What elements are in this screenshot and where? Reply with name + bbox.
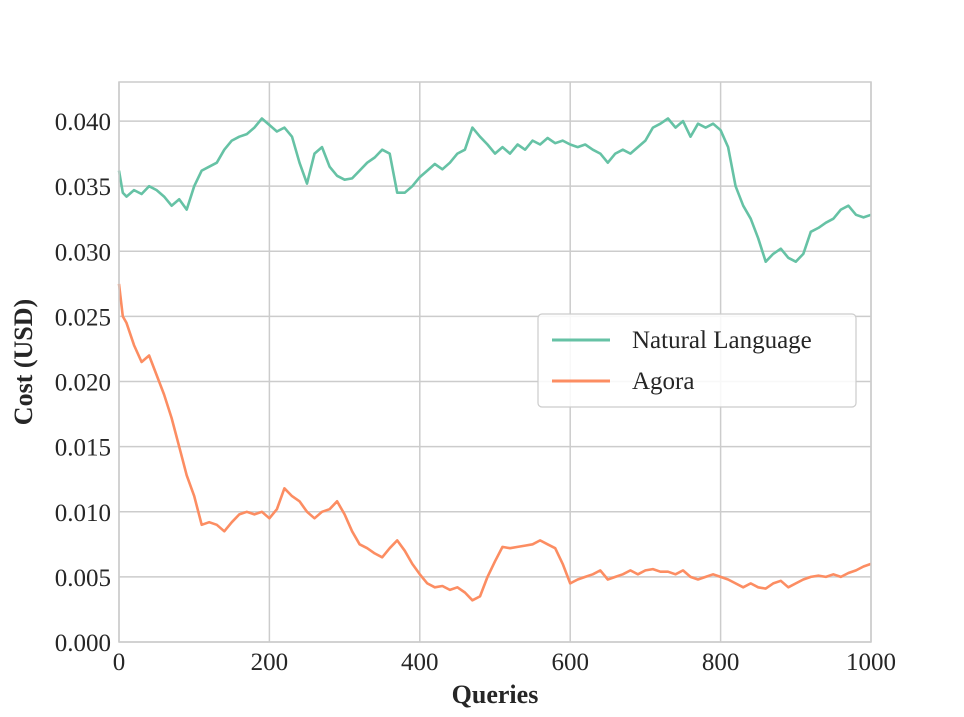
legend-box — [537, 313, 857, 408]
x-tick-label: 400 — [401, 649, 439, 676]
x-tick-label: 0 — [113, 649, 126, 676]
tick-labels: 0.000 0.005 0.010 0.015 0.020 0.025 0.030 0.035… — [55, 109, 896, 676]
series-line-natural-language — [117, 117, 872, 263]
x-tick-label: 1000 — [846, 649, 896, 676]
legend-label-natural-language: Natural Language — [632, 327, 812, 354]
x-tick-label: 800 — [702, 649, 740, 676]
x-tick-label: 600 — [551, 649, 589, 676]
legend-label-agora: Agora — [632, 368, 694, 395]
y-tick-label: 0.005 — [55, 565, 111, 592]
series-line-agora — [117, 283, 872, 602]
series-lines — [117, 117, 872, 602]
legend: Natural Language Agora — [537, 313, 857, 408]
y-tick-label: 0.000 — [55, 630, 111, 657]
y-tick-label: 0.030 — [55, 239, 111, 266]
y-tick-label: 0.035 — [55, 174, 111, 201]
y-tick-label: 0.010 — [55, 500, 111, 527]
y-tick-label: 0.025 — [55, 304, 111, 331]
y-tick-label: 0.015 — [55, 435, 111, 462]
y-tick-label: 0.020 — [55, 370, 111, 397]
x-tick-label: 200 — [251, 649, 289, 676]
y-axis-label: Cost (USD) — [9, 299, 38, 425]
x-axis-label: Queries — [452, 680, 539, 709]
y-tick-label: 0.040 — [55, 109, 111, 136]
plot-frame — [118, 81, 872, 643]
